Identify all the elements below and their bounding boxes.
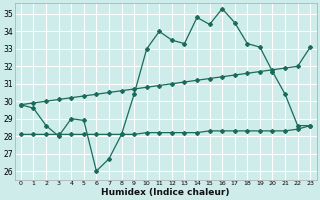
X-axis label: Humidex (Indice chaleur): Humidex (Indice chaleur) bbox=[101, 188, 230, 197]
